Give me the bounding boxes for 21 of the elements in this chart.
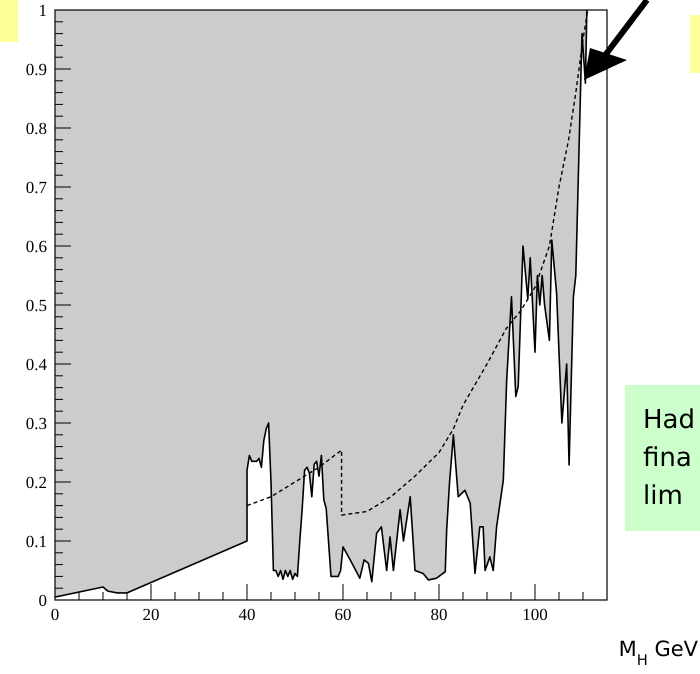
y-tick-label: 1: [38, 1, 47, 20]
x-tick-label: 80: [430, 605, 448, 624]
y-tick-label: 0: [38, 591, 47, 610]
x-tick-label: 100: [522, 605, 548, 624]
x-tick-label: 60: [334, 605, 352, 624]
y-tick-label: 0.8: [26, 119, 47, 138]
y-tick-label: 0.3: [26, 414, 47, 433]
y-tick-label: 0.4: [26, 355, 48, 374]
x-tick-label: 20: [142, 605, 160, 624]
text: Had: [643, 405, 695, 435]
y-tick-label: 0.1: [26, 532, 47, 551]
x-axis-title: M$_{H}$ GeV: [618, 637, 699, 668]
x-tick-label: 0: [50, 605, 60, 624]
text: fina: [643, 443, 692, 473]
y-tick-label: 0.2: [26, 473, 47, 492]
y-tick-label: 0.9: [26, 60, 47, 79]
x-tick-label: 40: [238, 605, 256, 624]
y-tick-label: 0.7: [26, 178, 48, 197]
y-tick-label: 0.5: [26, 296, 47, 315]
y-tick-label: 0.6: [26, 237, 47, 256]
text: lim: [643, 481, 683, 511]
